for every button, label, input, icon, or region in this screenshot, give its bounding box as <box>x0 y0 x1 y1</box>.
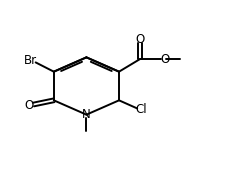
Text: N: N <box>82 108 90 121</box>
Text: Cl: Cl <box>135 103 146 116</box>
Text: O: O <box>159 52 169 66</box>
Text: Br: Br <box>24 54 37 67</box>
Text: O: O <box>24 99 33 112</box>
Text: O: O <box>135 33 144 46</box>
